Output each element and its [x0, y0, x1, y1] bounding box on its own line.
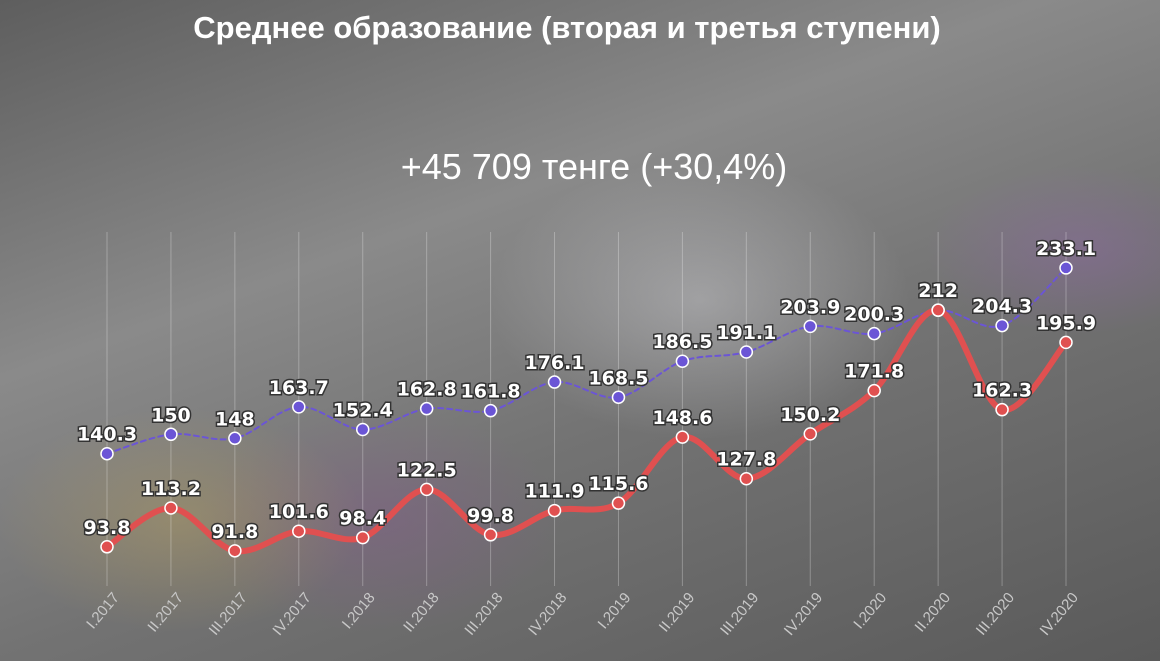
data-label: 195.9 — [1036, 312, 1096, 334]
data-label: 204.3 — [972, 296, 1032, 318]
data-label: 93.8 — [84, 517, 131, 539]
x-tick-label: II.2018 — [400, 589, 443, 635]
x-tick-label: IV.2019 — [781, 589, 826, 638]
data-point — [419, 401, 434, 416]
data-label: 115.6 — [588, 473, 648, 495]
x-tick-label: II.2017 — [144, 589, 187, 635]
data-label: 171.8 — [844, 361, 904, 383]
data-label: 113.2 — [141, 478, 201, 500]
series-points — [100, 261, 1073, 558]
data-label: 99.8 — [467, 505, 514, 527]
data-point — [164, 501, 178, 515]
data-label: 212 — [918, 280, 958, 302]
data-point — [995, 402, 1009, 417]
chart-title: Среднее образование (вторая и третья сту… — [193, 10, 941, 45]
data-point — [675, 354, 690, 368]
data-label: 91.8 — [211, 521, 258, 543]
data-label: 111.9 — [524, 481, 584, 503]
data-label: 203.9 — [780, 296, 840, 318]
data-label: 161.8 — [461, 381, 521, 403]
x-tick-label: I.2020 — [850, 589, 890, 632]
data-point — [100, 446, 114, 461]
data-label: 191.1 — [716, 322, 776, 344]
data-label: 140.3 — [77, 424, 137, 446]
data-label: 162.8 — [397, 379, 457, 401]
data-point — [739, 345, 754, 359]
data-label: 163.7 — [269, 377, 329, 399]
data-point — [483, 528, 498, 542]
data-label: 148.6 — [652, 407, 712, 429]
x-tick-label: I.2019 — [595, 589, 635, 632]
x-tick-label: III.2019 — [717, 589, 762, 638]
data-label: 122.5 — [397, 459, 457, 481]
data-point — [611, 390, 626, 405]
data-label: 148 — [215, 408, 255, 430]
x-axis-ticks: I.2017 II.2017 III.2017 IV.2017 I.2018 II.201… — [83, 589, 1082, 638]
data-label: 98.4 — [339, 508, 386, 530]
x-tick-label: I.2018 — [339, 589, 379, 632]
data-point — [739, 471, 754, 486]
x-tick-label: IV.2017 — [269, 589, 314, 638]
data-point — [1059, 261, 1073, 275]
x-tick-label: II.2020 — [912, 589, 955, 635]
data-point — [803, 427, 818, 441]
data-point — [100, 540, 114, 554]
data-label: 150 — [151, 404, 191, 426]
x-tick-label: III.2020 — [973, 589, 1018, 638]
data-point — [228, 544, 242, 558]
x-tick-label: I.2017 — [83, 589, 123, 632]
data-label: 150.2 — [780, 404, 840, 426]
data-point — [355, 422, 370, 437]
data-point — [483, 403, 498, 418]
x-tick-label: II.2019 — [656, 589, 699, 635]
data-point — [547, 375, 562, 389]
x-tick-label: IV.2020 — [1037, 589, 1082, 638]
x-tick-label: III.2018 — [461, 589, 506, 638]
data-point — [292, 400, 306, 414]
data-label: 152.4 — [333, 399, 393, 421]
x-tick-label: IV.2018 — [525, 589, 570, 638]
data-point — [867, 326, 881, 341]
data-point — [803, 319, 818, 334]
data-point — [995, 318, 1009, 333]
chart-subtitle: +45 709 тенге (+30,4%) — [400, 146, 788, 187]
data-point — [675, 430, 690, 444]
data-point — [355, 530, 370, 545]
data-point — [292, 524, 306, 538]
data-point — [228, 431, 242, 446]
data-label: 168.5 — [588, 367, 648, 389]
x-tick-label: III.2017 — [206, 589, 251, 638]
data-label: 162.3 — [972, 380, 1032, 402]
data-label: 233.1 — [1036, 238, 1096, 260]
data-point — [547, 503, 562, 518]
data-label: 127.8 — [716, 449, 776, 471]
data-point — [931, 303, 945, 317]
data-label: 176.1 — [524, 352, 584, 374]
data-point — [1059, 335, 1073, 350]
data-label: 101.6 — [269, 501, 329, 523]
data-point — [419, 482, 434, 497]
data-label: 212 — [918, 280, 958, 302]
data-point — [611, 496, 626, 510]
data-point — [867, 383, 881, 398]
data-label: 200.3 — [844, 304, 904, 326]
data-label: 186.5 — [652, 331, 712, 353]
data-point — [164, 427, 178, 442]
